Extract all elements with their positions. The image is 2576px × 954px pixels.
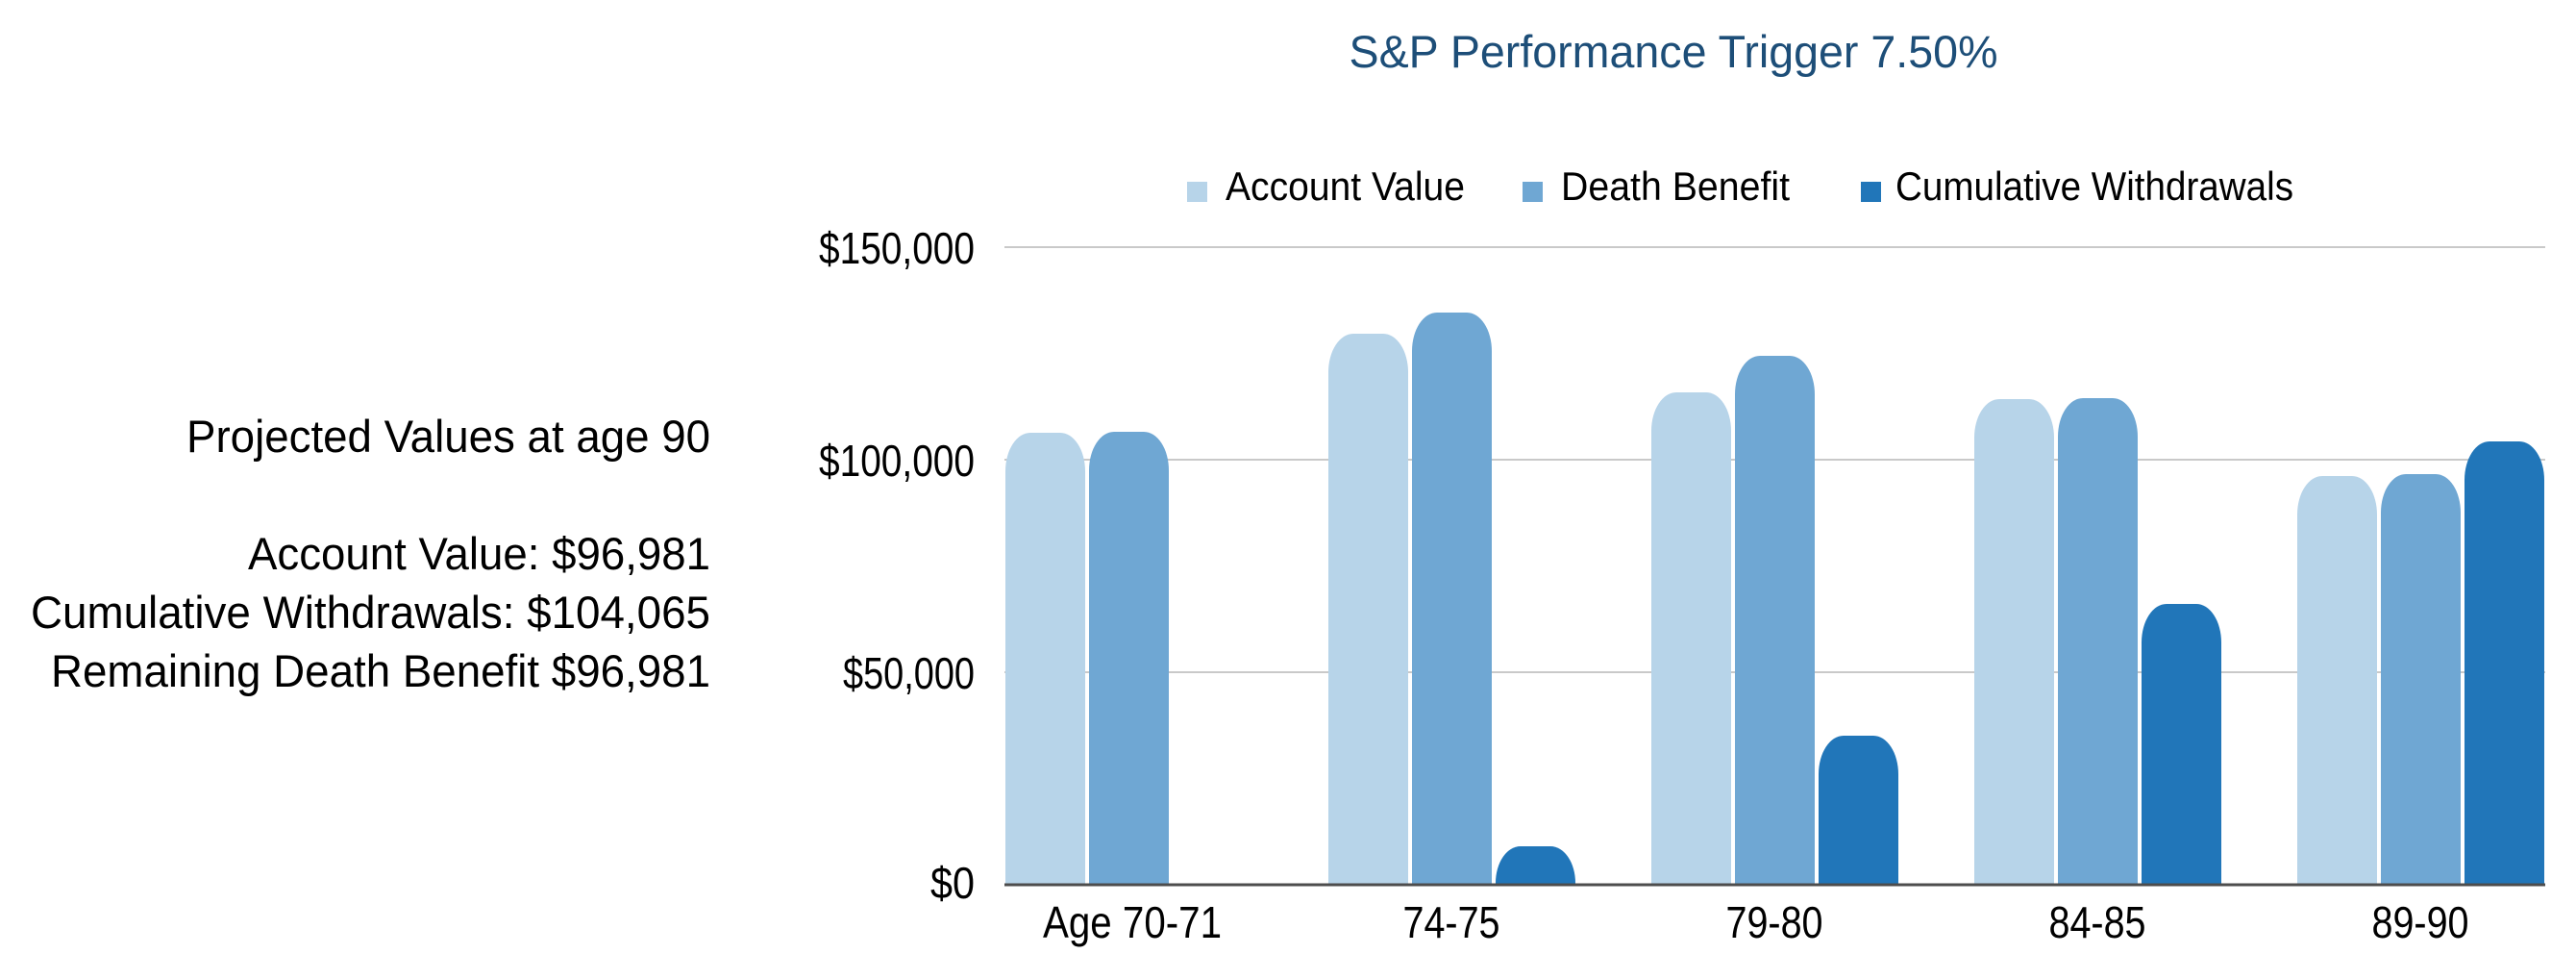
svg-text:Remaining Death Benefit $96,98: Remaining Death Benefit $96,981 bbox=[51, 645, 710, 696]
svg-text:74-75: 74-75 bbox=[1403, 897, 1500, 947]
svg-text:Death Benefit: Death Benefit bbox=[1561, 163, 1790, 209]
svg-text:Age 70-71: Age 70-71 bbox=[1043, 897, 1222, 947]
svg-text:79-80: 79-80 bbox=[1726, 897, 1823, 947]
svg-text:84-85: 84-85 bbox=[2049, 897, 2146, 947]
svg-text:$100,000: $100,000 bbox=[819, 436, 975, 486]
svg-text:$150,000: $150,000 bbox=[819, 223, 975, 273]
svg-text:89-90: 89-90 bbox=[2372, 897, 2469, 947]
svg-text:Cumulative Withdrawals: $104,0: Cumulative Withdrawals: $104,065 bbox=[31, 587, 710, 638]
svg-text:S&P Performance Trigger 7.50%: S&P Performance Trigger 7.50% bbox=[1350, 26, 1998, 77]
svg-text:Projected Values at age 90: Projected Values at age 90 bbox=[186, 411, 710, 462]
svg-text:Account Value: Account Value bbox=[1226, 163, 1465, 209]
svg-text:Cumulative Withdrawals: Cumulative Withdrawals bbox=[1895, 163, 2293, 209]
svg-text:$50,000: $50,000 bbox=[843, 648, 975, 698]
svg-text:$0: $0 bbox=[930, 858, 975, 908]
svg-text:Account Value: $96,981: Account Value: $96,981 bbox=[248, 528, 710, 579]
